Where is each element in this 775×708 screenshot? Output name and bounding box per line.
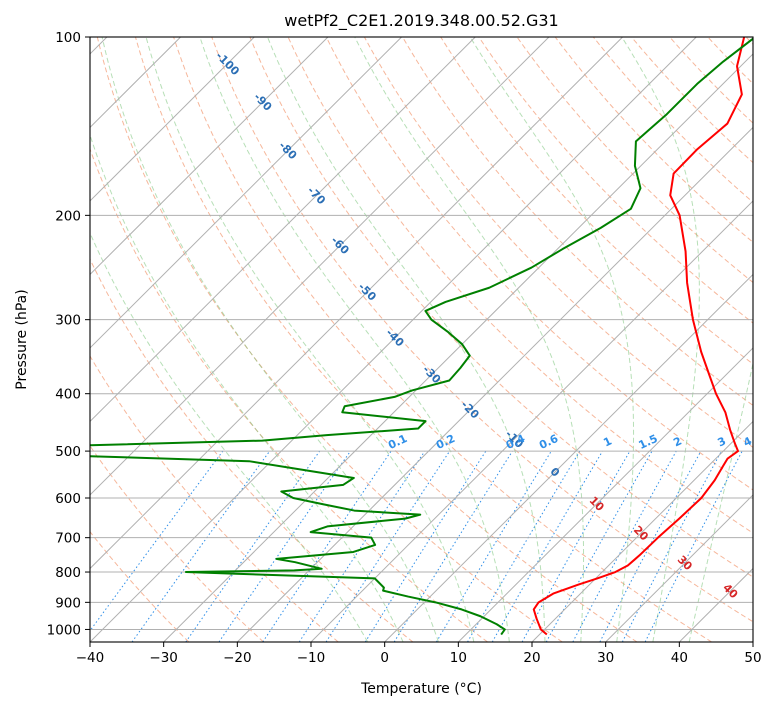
y-tick-label: 500 [55, 444, 81, 460]
moist-adiabat [101, 37, 439, 642]
isotherm--40 [90, 37, 697, 642]
y-tick-label: 900 [55, 595, 81, 611]
moist-adiabat [354, 37, 585, 642]
isotherm--90 [90, 37, 329, 276]
x-axis: −40 −30 −20 −10 0 10 20 30 40 50 [76, 642, 762, 666]
dry-adiabat [440, 37, 753, 365]
x-tick-label: 40 [671, 650, 688, 666]
dry-adiabat [134, 37, 638, 642]
mixing-ratio-line [644, 450, 743, 642]
dry-adiabat [402, 37, 753, 407]
isotherm--100 [90, 37, 255, 202]
dry-adiabat [516, 37, 753, 284]
mixing-ratio-line [521, 450, 631, 642]
y-tick-label: 1000 [47, 622, 81, 638]
moist-adiabat [199, 37, 510, 642]
mixing-ratio-line [90, 450, 224, 632]
moist-adiabat [688, 361, 753, 642]
sounding-profiles [90, 37, 753, 636]
mixing-ratio-line [131, 450, 271, 642]
moist-adiabat [145, 37, 475, 642]
mixing-ratio-line [298, 450, 426, 642]
isotherm-10 [457, 347, 753, 642]
x-tick-label: 10 [450, 650, 467, 666]
dry-adiabat [90, 530, 190, 642]
mixing-ratio-line [218, 450, 351, 642]
dry-adiabat [90, 147, 488, 642]
isotherm--70 [90, 37, 476, 423]
dry-adiabat [211, 37, 753, 623]
isotherm-20 [531, 420, 753, 642]
dry-adiabat [90, 445, 264, 642]
dry-adiabat [249, 37, 753, 578]
mixing-ratio-line [545, 450, 653, 642]
mixing-ratio-line [262, 450, 392, 642]
isotherm--80 [90, 37, 402, 349]
gridlines [90, 37, 753, 642]
x-tick-label: 0 [380, 650, 389, 666]
y-tick-label: 100 [55, 30, 81, 46]
mixing-ratio-line [393, 450, 513, 642]
isotherm--10 [310, 200, 753, 642]
x-tick-label: 30 [597, 650, 614, 666]
temperature-profile [532, 37, 746, 636]
isotherm-30 [605, 494, 753, 642]
moist-adiabat [621, 37, 700, 642]
dewpoint-profile [90, 37, 753, 636]
y-axis-label: Pressure (hPa) [14, 289, 30, 389]
mixing-ratio-label: 4 [741, 434, 754, 449]
isotherm-0 [384, 273, 753, 642]
x-axis-label: Temperature (°C) [360, 681, 482, 697]
plot-frame [89, 36, 754, 643]
y-tick-label: 800 [55, 565, 81, 581]
y-tick-label: 600 [55, 491, 81, 507]
x-tick-label: −30 [149, 650, 178, 666]
y-tick-label: 700 [55, 531, 81, 547]
y-tick-label: 300 [55, 313, 81, 329]
isotherm--60 [90, 37, 550, 496]
x-tick-label: −20 [223, 650, 252, 666]
mixing-ratio-line [572, 450, 677, 642]
dry-adiabat [173, 37, 712, 642]
mixing-ratio-line [364, 450, 487, 642]
dry-adiabat [90, 355, 339, 642]
moist-adiabat [90, 133, 404, 642]
mixing-ratio-line [325, 450, 451, 642]
y-tick-label: 400 [55, 387, 81, 403]
mixing-ratio-line [185, 450, 321, 642]
y-tick-label: 200 [55, 208, 81, 224]
dry-adiabat [96, 37, 563, 642]
y-axis: 1000 900 800 700 600 500 400 300 200 100 [47, 30, 90, 638]
x-tick-label: 20 [523, 650, 540, 666]
isotherm--50 [90, 37, 623, 570]
isotherm--20 [236, 126, 753, 642]
x-tick-label: −10 [297, 650, 326, 666]
x-tick-label: 50 [744, 650, 761, 666]
chart-title: wetPf2_C2E1.2019.348.00.52.G31 [284, 11, 558, 31]
isotherm--30 [163, 53, 753, 642]
moist-adiabat [90, 231, 369, 642]
x-tick-label: −40 [76, 650, 105, 666]
